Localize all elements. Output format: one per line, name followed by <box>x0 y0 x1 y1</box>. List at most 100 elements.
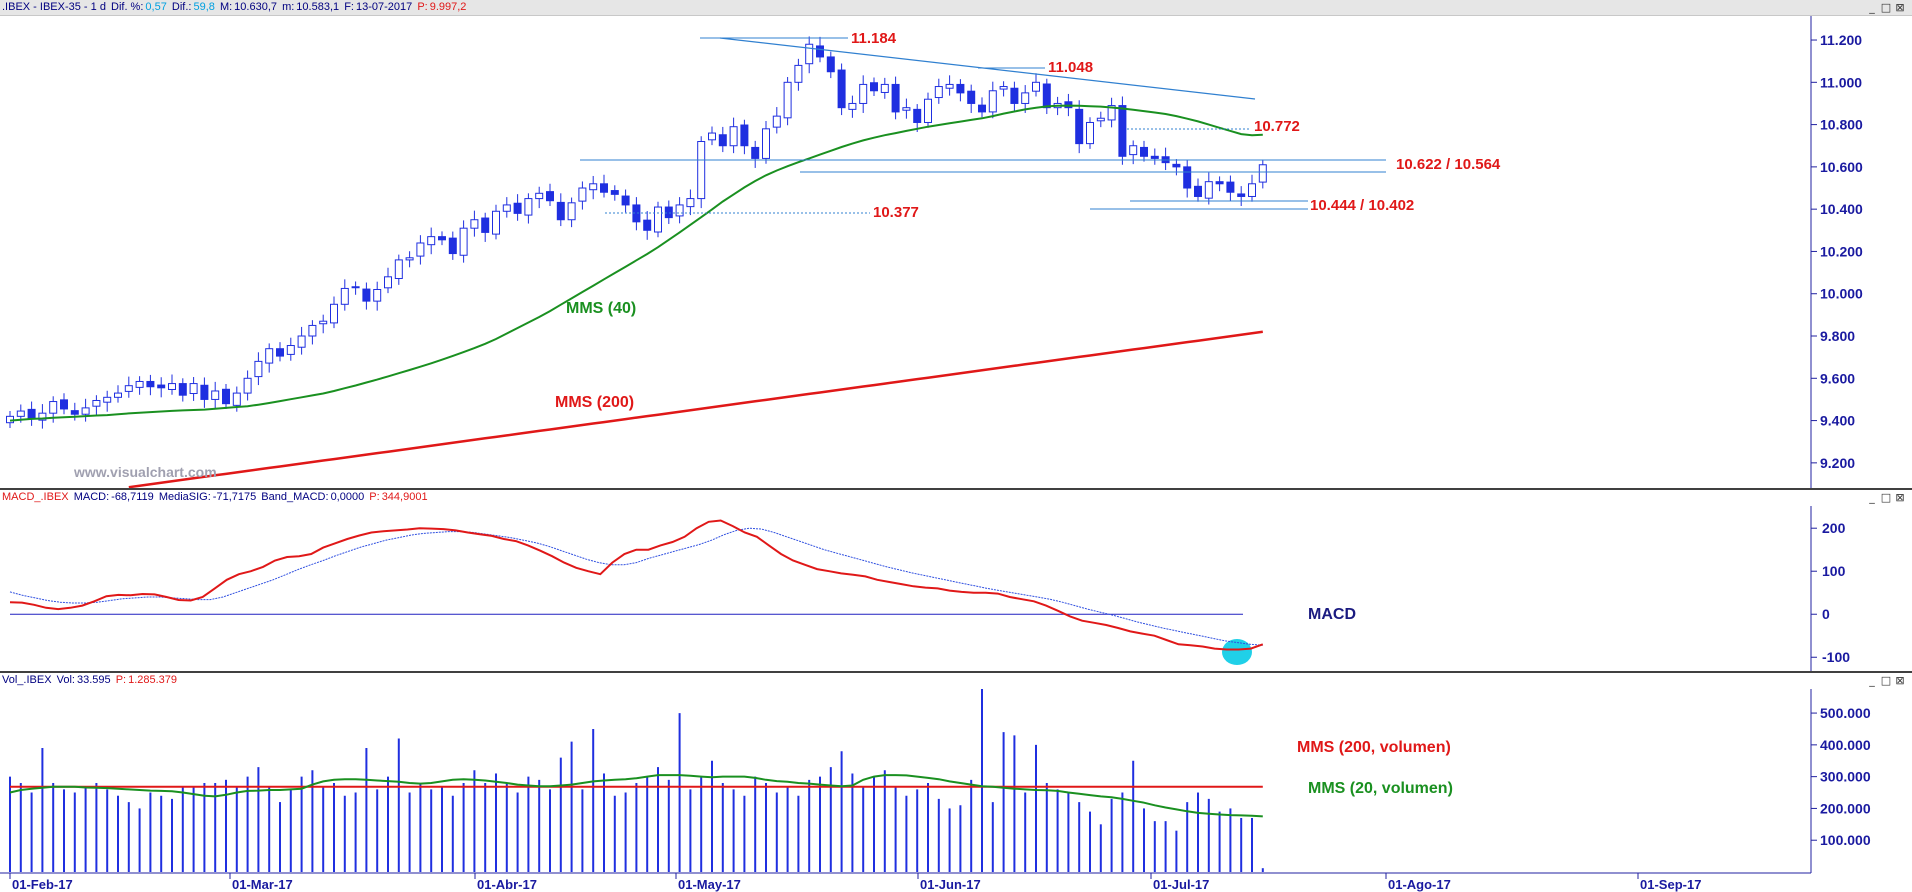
date-tick-label: 01-May-17 <box>678 877 741 892</box>
candle-body <box>902 107 911 111</box>
candle-body <box>600 183 608 193</box>
candle-body <box>319 320 328 325</box>
volume-chart[interactable]: 100.000 200.000 300.000 400.000 500.000 01-F… <box>0 689 1912 892</box>
candle-body <box>621 195 630 206</box>
maximize-icon[interactable]: □ <box>1880 674 1892 687</box>
band-value: 0,0000 <box>330 491 365 503</box>
candle-body <box>783 81 792 119</box>
candle-body <box>16 410 25 417</box>
volume-window-buttons: _ □ ⊠ <box>1864 673 1906 688</box>
candle-body <box>448 237 457 255</box>
candle-body <box>546 191 554 202</box>
candle-body <box>276 348 284 357</box>
candle-body <box>1086 121 1094 145</box>
candle-body <box>535 192 544 200</box>
candle-body <box>1107 105 1116 121</box>
price-tick-label: 9.600 <box>1820 370 1855 386</box>
p-value: 9.997,2 <box>429 1 467 13</box>
candle-body <box>38 412 47 421</box>
candle-body <box>222 388 230 405</box>
pane-separator-1[interactable] <box>0 488 1912 490</box>
candle-body <box>1258 164 1267 183</box>
watermark: www.visualchart.com <box>73 464 217 480</box>
candle-body <box>826 56 835 73</box>
macd-pane[interactable]: MACD_.IBEX MACD: -68,7119 MediaSIG: -71,71… <box>0 490 1912 671</box>
price-pane[interactable]: .IBEX - IBEX-35 - 1 d Dif. %: 0,57 Dif.: 5… <box>0 0 1912 489</box>
candle-body <box>1010 87 1019 104</box>
candle-body <box>1096 117 1105 122</box>
close-icon[interactable]: ⊠ <box>1895 491 1905 504</box>
close-icon[interactable]: ⊠ <box>1895 674 1905 687</box>
volume-tick-label: 200.000 <box>1820 800 1871 816</box>
minimize-icon[interactable]: _ <box>1869 674 1875 687</box>
candle-body <box>1204 181 1213 199</box>
candle-body <box>945 83 954 89</box>
date-tick-label: 01-Mar-17 <box>232 877 293 892</box>
candle-body <box>340 287 349 305</box>
min-label: m: <box>282 1 295 13</box>
candle-body <box>232 392 241 406</box>
max-value: 10.630,7 <box>234 1 277 13</box>
candle-body <box>168 383 176 390</box>
macd-value-label: MACD: <box>73 491 110 503</box>
candle-body <box>481 217 490 233</box>
macd-window-buttons: _ □ ⊠ <box>1864 490 1906 505</box>
price-tick-label: 10.600 <box>1820 159 1863 175</box>
date-tick-label: 01-Ago-17 <box>1388 877 1451 892</box>
annotation-11048: 11.048 <box>1048 59 1093 76</box>
candle-body <box>394 259 403 280</box>
candle-body <box>859 83 868 104</box>
price-window-buttons: _ □ ⊠ <box>1864 0 1906 15</box>
candle-body <box>124 385 133 392</box>
candle-body <box>1183 166 1192 189</box>
candle-body <box>178 383 187 396</box>
candle-body <box>1248 183 1256 197</box>
p-label: P: <box>417 1 428 13</box>
candle-body <box>686 198 695 208</box>
candle-body <box>81 407 90 415</box>
sig-label: MediaSIG: <box>158 491 211 503</box>
candle-body <box>1042 83 1051 109</box>
candle-body <box>513 202 522 214</box>
maximize-icon[interactable]: □ <box>1880 1 1892 14</box>
maximize-icon[interactable]: □ <box>1880 491 1892 504</box>
macd-tick-label: 0 <box>1822 606 1830 622</box>
macd-chart[interactable]: -100 0 100 200 MACD <box>0 506 1912 671</box>
candle-body <box>610 190 619 195</box>
pane-separator-2[interactable] <box>0 671 1912 673</box>
macd-p-label: P: <box>369 491 380 503</box>
candle-body <box>92 399 101 407</box>
candle-body <box>848 102 857 110</box>
vol-value-label: Vol: <box>56 674 75 686</box>
volume-pane[interactable]: Vol_.IBEX Vol: 33.595 P: 1.285.379 _ □ ⊠ 100… <box>0 673 1912 892</box>
candle-body <box>1150 155 1159 159</box>
candle-body <box>805 43 814 65</box>
minimize-icon[interactable]: _ <box>1869 1 1875 14</box>
price-chart[interactable]: 9.200 9.400 9.600 9.800 10.000 10.200 10.400 10… <box>0 16 1912 488</box>
dif-value: 59,8 <box>193 1 215 13</box>
candle-body <box>373 288 382 302</box>
date-tick-label: 01-Jun-17 <box>920 877 981 892</box>
annotation-10444: 10.444 / 10.402 <box>1310 197 1414 214</box>
close-icon[interactable]: ⊠ <box>1895 1 1905 14</box>
candle-body <box>675 204 684 217</box>
price-tick-label: 11.000 <box>1820 74 1862 90</box>
annotation-10377: 10.377 <box>873 204 919 221</box>
candle-body <box>556 201 565 221</box>
candle-body <box>999 86 1008 90</box>
candle-body <box>286 345 295 355</box>
candle-body <box>243 377 252 394</box>
dif-pct-label: Dif. %: <box>111 1 144 13</box>
mms200-line <box>128 330 1263 488</box>
macd-line <box>9 519 1264 651</box>
candle-body <box>1118 105 1127 157</box>
candle-body <box>988 90 997 113</box>
price-tick-label: 10.800 <box>1820 117 1863 133</box>
candle-body <box>880 83 889 93</box>
date-value: 13-07-2017 <box>355 1 413 13</box>
minimize-icon[interactable]: _ <box>1869 491 1875 504</box>
volume-tick-label: 500.000 <box>1820 705 1871 721</box>
macd-tick-label: -100 <box>1822 649 1850 665</box>
mms40-line <box>9 104 1263 422</box>
date-tick-label: 01-Jul-17 <box>1153 877 1209 892</box>
